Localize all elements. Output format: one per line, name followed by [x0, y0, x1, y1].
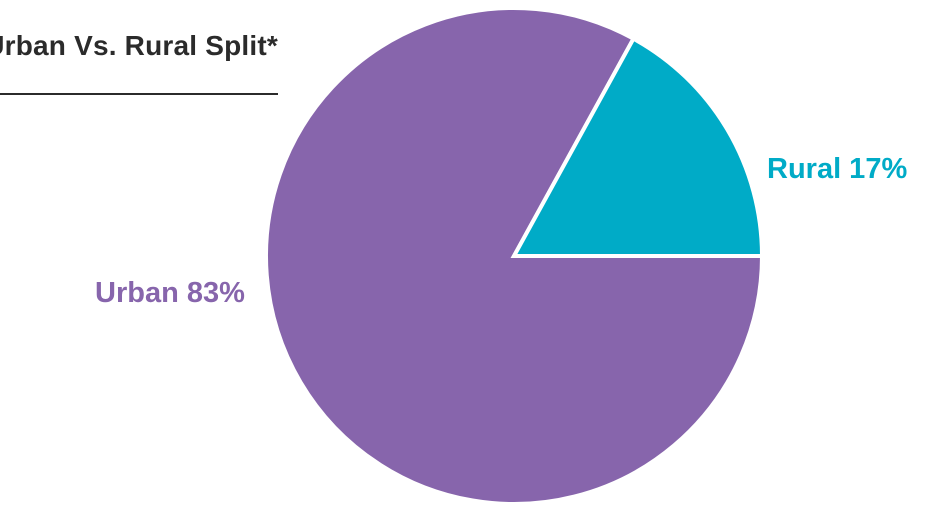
pie-labels: Urban 83% Rural 17% — [95, 153, 907, 309]
chart-title: Urban Vs. Rural Split* — [0, 30, 278, 61]
urban-slice-label: Urban 83% — [95, 277, 245, 309]
title-block: Urban Vs. Rural Split* — [0, 0, 278, 96]
pie-slices — [264, 6, 765, 506]
rural-slice-label: Rural 17% — [767, 153, 907, 185]
title-underline — [0, 93, 278, 95]
rural-slice — [510, 35, 765, 258]
